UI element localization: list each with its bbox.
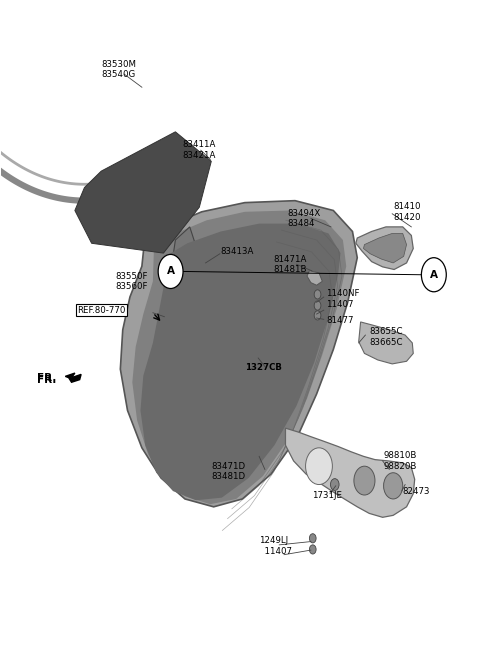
Polygon shape bbox=[307, 271, 323, 285]
Circle shape bbox=[330, 479, 339, 490]
Circle shape bbox=[421, 258, 446, 292]
Circle shape bbox=[314, 290, 321, 299]
Polygon shape bbox=[359, 322, 413, 364]
Polygon shape bbox=[141, 223, 340, 500]
Text: 83413A: 83413A bbox=[221, 246, 254, 256]
Text: 81410
81420: 81410 81420 bbox=[393, 202, 420, 221]
Text: 83494X
83484: 83494X 83484 bbox=[288, 209, 321, 228]
Circle shape bbox=[384, 473, 403, 499]
Polygon shape bbox=[65, 373, 81, 382]
Polygon shape bbox=[170, 227, 199, 289]
Polygon shape bbox=[132, 210, 346, 504]
Text: A: A bbox=[167, 267, 175, 277]
Text: 98810B
98820B: 98810B 98820B bbox=[384, 451, 417, 470]
Circle shape bbox=[314, 311, 321, 320]
Polygon shape bbox=[356, 227, 413, 269]
Circle shape bbox=[314, 301, 321, 310]
Circle shape bbox=[306, 448, 332, 484]
Text: 82473: 82473 bbox=[403, 487, 430, 495]
Text: 1249LJ
  11407: 1249LJ 11407 bbox=[259, 537, 292, 556]
Text: 83530M
83540G: 83530M 83540G bbox=[101, 60, 136, 79]
Text: 83655C
83665C: 83655C 83665C bbox=[369, 327, 403, 347]
Circle shape bbox=[158, 254, 183, 288]
Text: REF.80-770: REF.80-770 bbox=[77, 306, 126, 315]
Polygon shape bbox=[363, 233, 407, 263]
Text: FR.: FR. bbox=[36, 374, 56, 384]
Circle shape bbox=[354, 466, 375, 495]
Circle shape bbox=[310, 545, 316, 554]
Text: A: A bbox=[430, 270, 438, 280]
Polygon shape bbox=[75, 132, 211, 253]
Polygon shape bbox=[120, 200, 357, 507]
Text: 1140NF
11407: 1140NF 11407 bbox=[326, 289, 360, 309]
Polygon shape bbox=[286, 428, 415, 517]
Text: 83411A
83421A: 83411A 83421A bbox=[182, 141, 216, 160]
Text: 1731JE: 1731JE bbox=[312, 491, 342, 500]
Text: 83471D
83481D: 83471D 83481D bbox=[211, 462, 245, 481]
Circle shape bbox=[310, 533, 316, 543]
Text: 81471A
81481B: 81471A 81481B bbox=[274, 254, 307, 274]
Text: 81477: 81477 bbox=[326, 316, 354, 325]
Text: FR.: FR. bbox=[36, 373, 56, 382]
Text: 1327CB: 1327CB bbox=[245, 363, 282, 373]
Text: 83550F
83560F: 83550F 83560F bbox=[116, 271, 148, 291]
